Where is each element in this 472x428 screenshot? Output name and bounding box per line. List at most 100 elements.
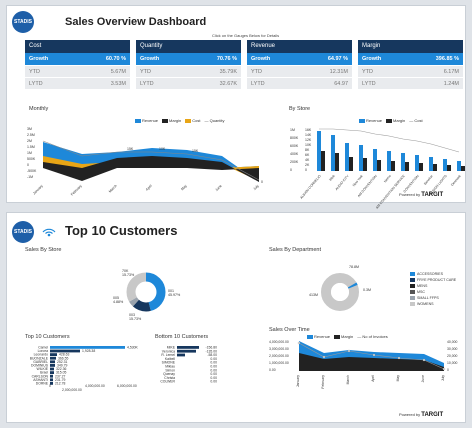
customer-name: Israel [40,371,49,375]
customer-name: COLWER [160,380,175,384]
customer-value: 237.27 [55,374,65,378]
slice-label: 001 [168,289,174,293]
month-label: June [215,184,223,192]
sales-by-store-title: Sales By Store [25,247,62,253]
customer-bar [177,353,185,357]
slice-label: 70K [122,269,129,273]
ytick: 800K [290,136,299,140]
store-margin-bar [335,153,339,171]
kpi-margin-lytd: LYTD 1.24M [358,77,463,89]
xtick: 4,000,000.00 [85,384,105,388]
ytick: 0.00 [269,368,276,372]
ytick: 400K [290,152,299,156]
customer-bar [177,346,199,349]
slice-label: 15.73% [129,317,142,321]
kpi-quantity-header: Quantity [136,40,241,53]
wifi-icon [42,228,56,237]
kpi-revenue-header: Revenue [247,40,352,53]
customer-value: 1,928.38 [82,349,95,353]
legend-cost: Cost [185,118,200,123]
slice-label: 0.3M [363,288,371,292]
ytick: 1M [290,128,295,132]
bottom10-title: Bottom 10 Customers [155,334,209,340]
customer-name: SIMONE [162,361,176,365]
targit-logo: TARGIT [421,412,444,418]
customer-name: Quenay [163,372,175,376]
sales-by-dept-donut [321,273,359,311]
customer-bar [50,353,57,356]
data-label: 15K [192,149,199,153]
store-revenue-bar [359,145,363,171]
store-revenue-bar [457,161,461,171]
customer-value: 0.00 [210,357,217,361]
svg-text:SMALL FFPS: SMALL FFPS [417,296,439,300]
store-margin-bar [419,163,423,171]
slice-label: 4.88% [113,300,124,304]
kpi-quantity[interactable]: Quantity Growth 70.76 % YTD 35.79K LYTD 32.… [136,40,241,89]
kpi-revenue-lytd: LYTD 64.97 [247,77,352,89]
customer-bar [50,360,55,364]
store-label: Nemo [383,174,392,183]
margin-area [43,156,259,182]
quantity-line [42,140,260,181]
kpi-margin[interactable]: Margin Growth 396.85 % YTD 6.17M LYTD 1.24M [358,40,463,89]
customer-value: 349.79 [57,364,67,368]
store-label: Denmark [450,174,462,187]
ytick: 500K [27,157,36,161]
ytick: 12K [305,138,312,142]
customer-value: 428.63 [59,353,69,357]
margin-area [299,353,444,371]
slice-label: 413M [309,293,318,297]
store-margin-bar [321,151,325,171]
legend-quantity: — Quantity [204,118,225,123]
svg-text:MENS: MENS [417,284,428,288]
month-label: July [252,184,259,191]
top-customers-dashboard: STADIS Top 10 Customers Sales By Store S… [6,212,466,423]
monthly-chart-title: Monthly [29,106,49,112]
bystore-legend: Revenue Margin — Cost [359,118,423,123]
customer-name: Mikiau [165,365,175,369]
svg-text:MSC: MSC [417,290,425,294]
ytick: 2M [27,139,32,143]
monthly-legend: Revenue Margin Cost — Quantity [135,118,225,123]
store-margin-bar [461,166,465,171]
kpi-quantity-growth: Growth 70.76 % [136,53,241,65]
stadis-logo: STADIS [12,221,34,243]
top10-title: Top 10 Customers [25,334,70,340]
slice-label: 78.8M [349,265,359,269]
legend-margin: Margin [162,118,181,123]
targit-logo: TARGIT [421,192,444,198]
kpi-cost[interactable]: Cost Growth 60.70 % YTD 5.67M LYTD 3.53M [25,40,130,89]
customer-value: 212.78 [55,382,65,386]
kpi-revenue[interactable]: Revenue Growth 64.97 % YTD 12.31M LYTD 64.9… [247,40,352,89]
month-label: March [108,184,118,194]
ytick: 4,000,000.00 [269,340,289,344]
slice-label: 45.97% [168,293,181,297]
kpi-quantity-lytd: LYTD 32.67K [136,77,241,89]
month-label: January [296,375,300,387]
customer-name: BUONZALE [30,356,49,360]
ytick: 10,000 [447,361,457,365]
slice-label: 15.73% [122,273,135,277]
customer-name: Christa [164,376,175,380]
top10-bars: Camel 4,530K Lorcea 1,928.38 Leonardo 428.63 B… [30,346,139,386]
customer-value: 0.00 [210,380,217,384]
sales-by-dept-title: Sales By Department [269,247,321,253]
customer-name: Veronica [162,349,175,353]
customer-bar [50,349,80,353]
ytick: 6K [305,153,310,157]
store-margin-bar [433,164,437,171]
store-margin-bar [405,162,409,171]
customer-bar [50,371,54,374]
ytick: 3,000,000.00 [269,347,289,351]
store-label: Web [328,174,335,182]
customer-name: DOMINIUS [31,364,49,368]
sales-over-time-legend: Revenue Margin — No of Invoices [307,334,388,339]
ytick: 40,000 [447,340,457,344]
customer-value: 252.31 [57,360,67,364]
powered-by: Powered by TARGIT [399,412,444,418]
ytick: -500K [27,169,37,173]
legend-cost: — Cost [409,118,423,123]
customer-name: GABRIEL [33,360,48,364]
xtick: 6,000,000.00 [117,384,137,388]
